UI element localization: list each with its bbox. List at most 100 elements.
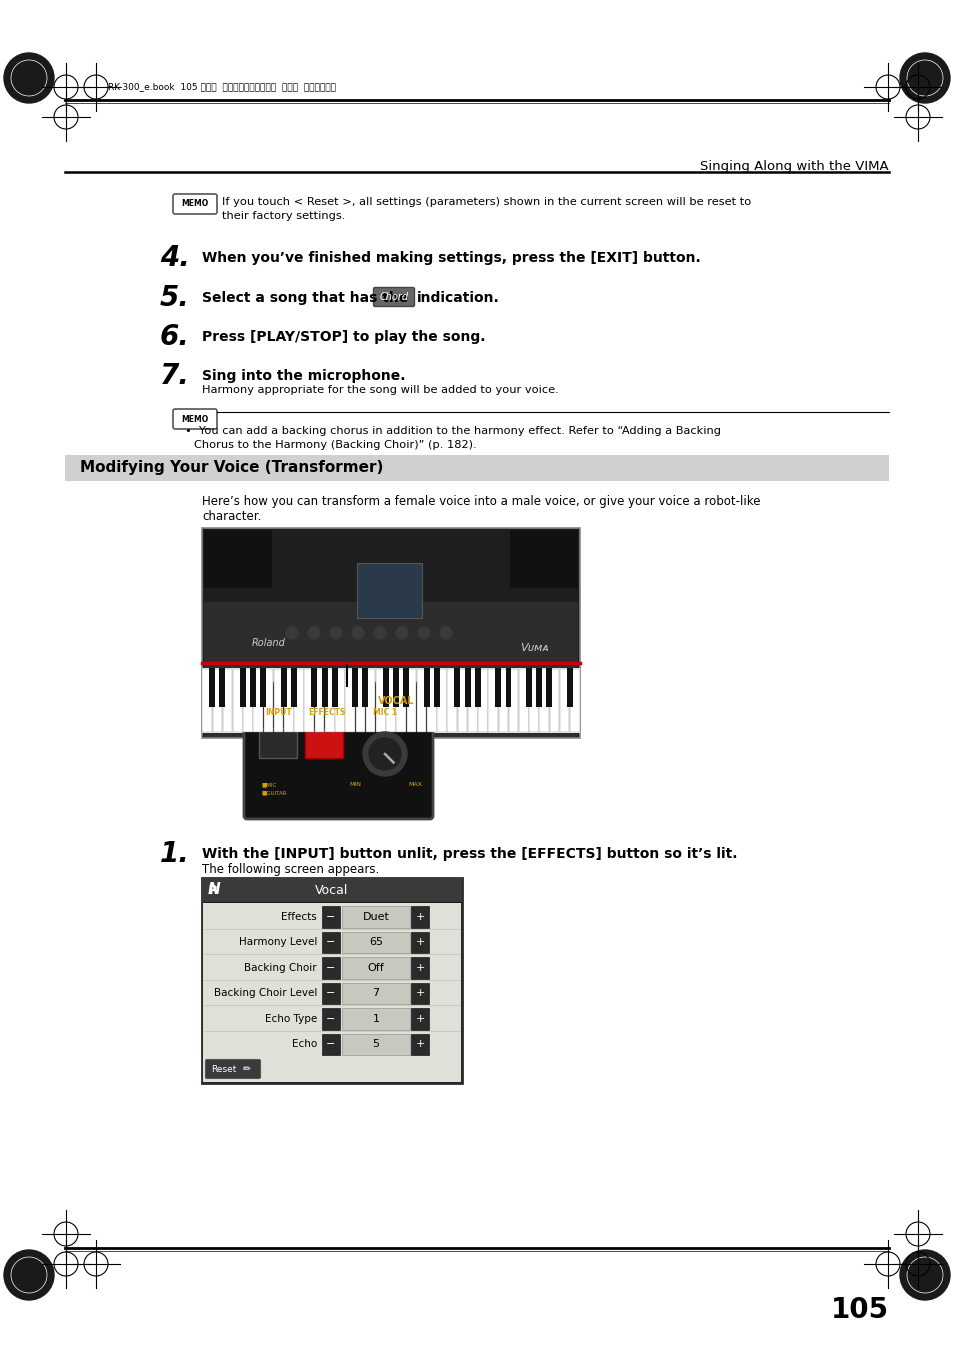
Bar — [341, 957, 410, 978]
Text: 1.: 1. — [160, 840, 190, 867]
FancyBboxPatch shape — [172, 409, 216, 430]
Bar — [260, 667, 266, 707]
Bar — [202, 878, 461, 902]
Bar — [222, 669, 233, 732]
Bar — [538, 669, 549, 732]
Bar — [341, 982, 410, 1004]
Circle shape — [374, 627, 386, 639]
Text: With the [INPUT] button unlit, press the [EFFECTS] button so it’s lit.: With the [INPUT] button unlit, press the… — [202, 847, 737, 861]
Bar — [202, 528, 579, 738]
Text: Select a song that has the: Select a song that has the — [202, 290, 408, 305]
Circle shape — [308, 627, 319, 639]
Text: +: + — [415, 938, 424, 947]
Circle shape — [899, 1250, 949, 1300]
Bar — [314, 669, 324, 732]
Bar — [457, 669, 467, 732]
Circle shape — [352, 627, 364, 639]
Text: ■GUITAR: ■GUITAR — [262, 790, 287, 794]
Bar — [362, 667, 368, 707]
Circle shape — [439, 627, 452, 639]
Text: VOCAL: VOCAL — [378, 696, 415, 707]
Bar — [341, 1008, 410, 1029]
Bar — [243, 669, 253, 732]
Text: RK-300_e.book  105 ページ  ２００８年９月１０日  水曜日  午後４晎６分: RK-300_e.book 105 ページ ２００８年９月１０日 水曜日 午後４… — [108, 82, 335, 92]
FancyBboxPatch shape — [172, 195, 216, 213]
Text: ᴩ: ᴩ — [208, 882, 216, 897]
Text: ✏: ✏ — [243, 1065, 251, 1074]
Bar — [396, 669, 406, 732]
Bar — [258, 728, 296, 758]
Bar — [322, 1034, 339, 1055]
Bar — [508, 669, 517, 732]
Bar — [566, 667, 572, 707]
Bar — [518, 669, 528, 732]
Text: The following screen appears.: The following screen appears. — [202, 863, 379, 875]
Text: −: − — [326, 963, 335, 973]
FancyBboxPatch shape — [205, 1059, 260, 1078]
Bar — [284, 669, 294, 732]
Bar — [529, 669, 538, 732]
Text: Reset: Reset — [212, 1065, 236, 1074]
Text: When you’ve finished making settings, press the [EXIT] button.: When you’ve finished making settings, pr… — [202, 251, 700, 265]
Bar — [403, 667, 409, 707]
Text: Roland: Roland — [252, 638, 286, 648]
Bar — [204, 530, 272, 588]
Bar — [325, 669, 335, 732]
Circle shape — [330, 627, 341, 639]
Bar — [335, 669, 344, 732]
Text: Modifying Your Voice (Transformer): Modifying Your Voice (Transformer) — [80, 459, 383, 476]
Bar — [213, 669, 222, 732]
Text: 105: 105 — [830, 1296, 888, 1324]
Bar — [239, 667, 246, 707]
Bar — [65, 455, 888, 481]
Bar — [356, 563, 421, 617]
Text: Off: Off — [367, 963, 384, 973]
Circle shape — [286, 627, 297, 639]
Bar — [209, 667, 215, 707]
Text: −: − — [326, 1039, 335, 1050]
Text: +: + — [415, 988, 424, 998]
Bar — [559, 669, 569, 732]
Text: 7.: 7. — [160, 362, 190, 390]
Bar — [202, 878, 461, 1084]
Bar — [447, 669, 456, 732]
Bar — [322, 1008, 339, 1029]
Bar — [304, 669, 314, 732]
Bar — [375, 669, 385, 732]
Text: character.: character. — [202, 509, 261, 523]
Bar — [382, 667, 389, 707]
Text: +: + — [415, 963, 424, 973]
Text: EFFECTS: EFFECTS — [308, 708, 345, 717]
Text: Effects: Effects — [281, 912, 316, 921]
Bar — [495, 667, 500, 707]
Bar — [280, 667, 287, 707]
Bar — [219, 667, 225, 707]
Bar — [233, 669, 242, 732]
Text: Vᴜᴍᴀ: Vᴜᴍᴀ — [519, 643, 548, 653]
Bar — [434, 667, 439, 707]
Text: Chord: Chord — [379, 292, 408, 303]
Text: MEMO: MEMO — [181, 415, 209, 423]
Text: +: + — [415, 1013, 424, 1024]
Circle shape — [363, 732, 407, 775]
Circle shape — [369, 738, 400, 770]
Bar — [263, 669, 273, 732]
Bar — [203, 902, 460, 1082]
Bar — [322, 907, 339, 928]
Bar — [332, 667, 337, 707]
Bar — [352, 667, 357, 707]
Bar — [202, 669, 212, 732]
Bar — [341, 931, 410, 952]
Text: If you touch < Reset >, all settings (parameters) shown in the current screen wi: If you touch < Reset >, all settings (pa… — [222, 197, 750, 207]
Bar — [250, 667, 255, 707]
Bar — [525, 667, 532, 707]
Text: Sing into the microphone.: Sing into the microphone. — [202, 369, 405, 382]
Text: N: N — [208, 882, 220, 897]
Text: Harmony Level: Harmony Level — [238, 938, 316, 947]
Bar — [570, 669, 579, 732]
Bar — [416, 669, 426, 732]
Bar — [253, 669, 263, 732]
Bar — [549, 669, 558, 732]
Text: MEMO: MEMO — [181, 200, 209, 208]
Circle shape — [417, 627, 430, 639]
